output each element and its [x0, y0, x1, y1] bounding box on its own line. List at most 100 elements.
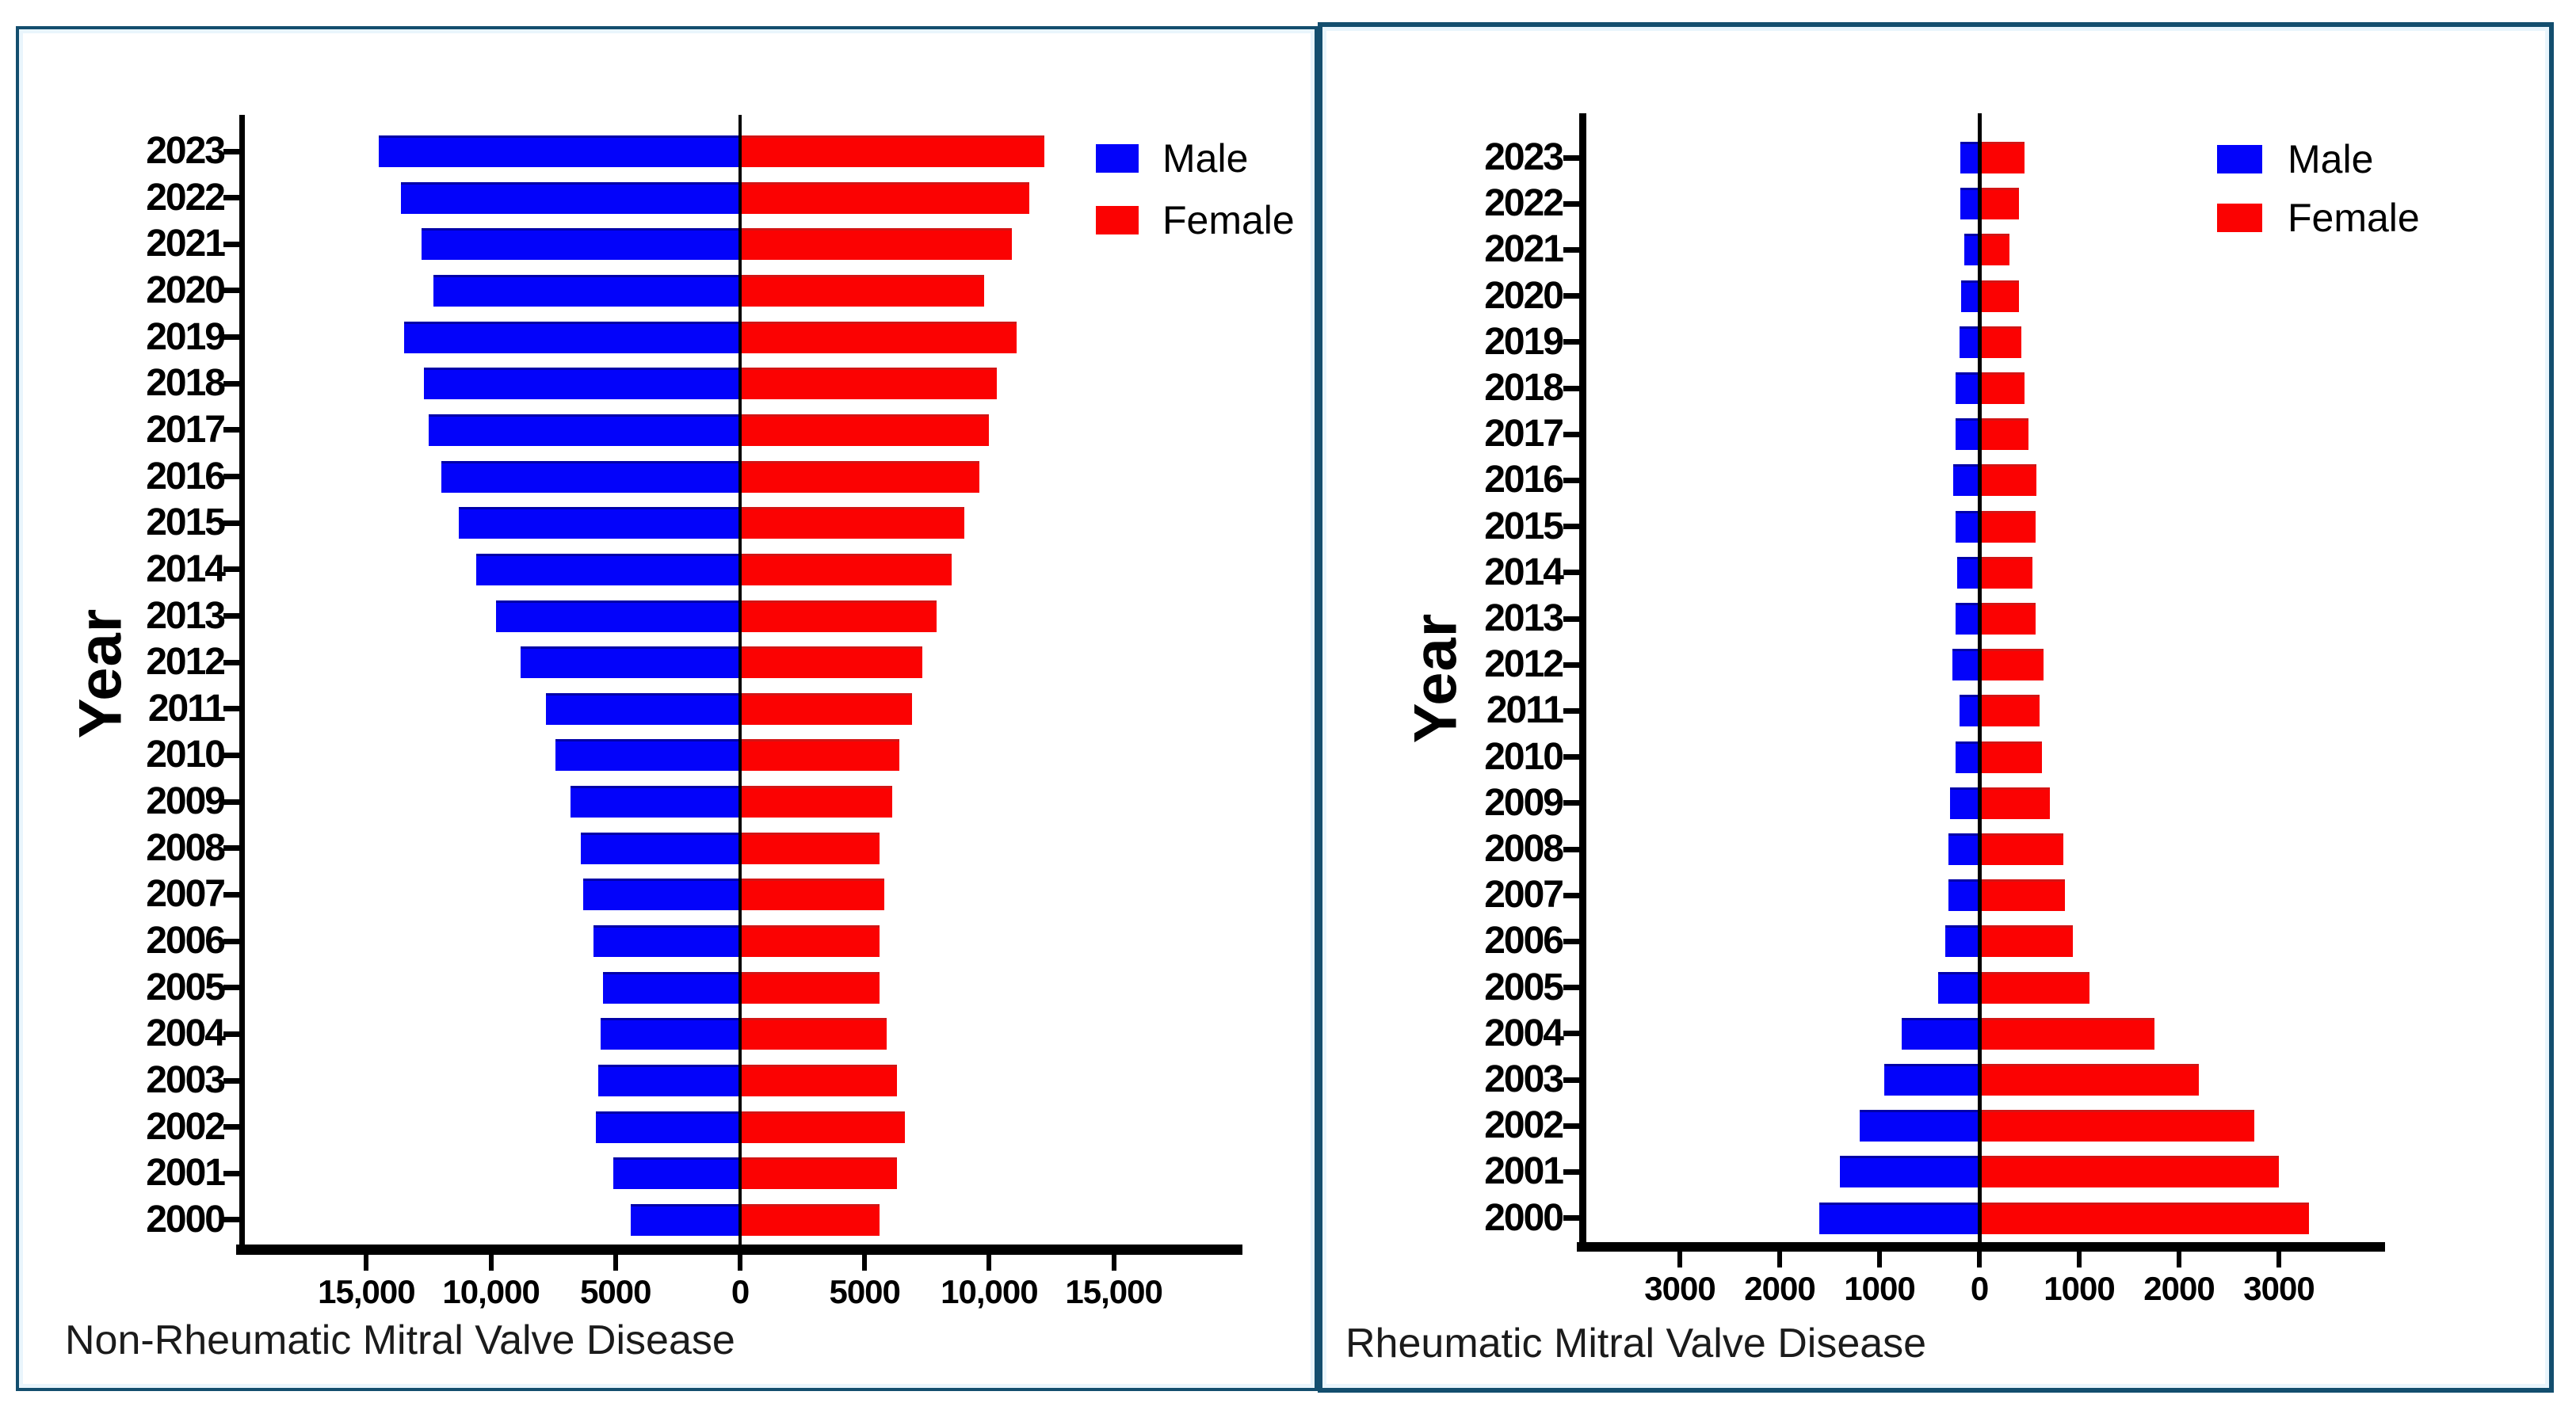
bar-female-2011 — [1979, 695, 2040, 727]
year-tick-mark — [1563, 385, 1579, 391]
bar-male-2015 — [1956, 510, 1979, 543]
bar-female-2002 — [1979, 1110, 2254, 1142]
bar-male-2006 — [1945, 925, 1979, 958]
year-tick-label: 2018 — [146, 362, 226, 405]
year-tick-label: 2021 — [146, 223, 226, 265]
x-tick-label: 3000 — [1644, 1270, 1715, 1307]
year-tick-mark — [223, 195, 239, 201]
year-tick-mark — [1563, 246, 1579, 253]
bar-male-2006 — [593, 925, 740, 958]
x-tick-mark — [862, 1255, 868, 1271]
year-tick-label: 2023 — [1484, 136, 1564, 178]
year-tick-label: 2013 — [146, 594, 226, 637]
x-tick-mark — [2077, 1252, 2082, 1267]
year-tick-label: 2016 — [146, 455, 226, 497]
year-tick-label: 2015 — [1484, 505, 1564, 547]
year-tick-label: 2003 — [146, 1059, 226, 1101]
bar-male-2010 — [555, 739, 740, 772]
year-tick-mark — [1563, 293, 1579, 299]
year-tick-mark — [223, 613, 239, 619]
x-tick-mark — [488, 1255, 494, 1271]
x-tick-mark — [1111, 1255, 1116, 1271]
bar-male-2014 — [1957, 556, 1979, 589]
x-tick-label: 5000 — [580, 1273, 651, 1310]
bar-male-2005 — [1938, 971, 1979, 1004]
year-tick-label: 2006 — [1484, 920, 1564, 962]
bar-female-2005 — [740, 971, 880, 1004]
year-tick-label: 2012 — [1484, 643, 1564, 686]
year-tick-mark — [1563, 1031, 1579, 1037]
bar-female-2017 — [740, 414, 989, 446]
bar-male-2008 — [581, 832, 740, 864]
year-tick-mark — [1563, 477, 1579, 483]
year-tick-mark — [1563, 154, 1579, 161]
bar-male-2020 — [433, 274, 740, 307]
year-tick-mark — [1563, 570, 1579, 576]
bar-female-2023 — [740, 135, 1044, 167]
year-tick-label: 2009 — [1484, 781, 1564, 824]
year-tick-label: 2008 — [146, 826, 226, 869]
bar-male-2012 — [1952, 649, 1979, 681]
year-tick-label: 2022 — [146, 176, 226, 219]
bar-male-2008 — [1948, 833, 1979, 865]
right-chart-title: Rheumatic Mitral Valve Disease — [1345, 1321, 1927, 1367]
bar-female-2016 — [1979, 464, 2036, 497]
bar-male-2007 — [583, 879, 740, 911]
x-tick-label: 15,000 — [1065, 1273, 1162, 1310]
left-y-axis-title: Year — [67, 608, 135, 739]
bar-female-2006 — [1979, 925, 2073, 958]
bar-male-2022 — [401, 181, 740, 214]
female-legend-label: Female — [1162, 198, 1295, 242]
bar-female-2017 — [1979, 418, 2028, 451]
year-tick-label: 2010 — [1484, 735, 1564, 778]
year-tick-mark — [223, 241, 239, 247]
bar-female-2000 — [740, 1203, 880, 1236]
year-tick-label: 2003 — [1484, 1058, 1564, 1100]
bar-male-2011 — [1960, 695, 1979, 727]
male-legend-swatch — [2217, 145, 2262, 173]
bar-female-2014 — [1979, 556, 2032, 589]
bar-male-2023 — [379, 135, 740, 167]
bar-male-2004 — [601, 1018, 740, 1050]
year-tick-label: 2017 — [1484, 413, 1564, 456]
bar-male-2019 — [1960, 326, 1979, 358]
bar-male-2018 — [424, 368, 740, 400]
year-tick-label: 2016 — [1484, 459, 1564, 501]
bar-female-2007 — [740, 879, 884, 911]
year-tick-mark — [1563, 200, 1579, 207]
bar-male-2014 — [476, 553, 740, 585]
female-legend-swatch — [2217, 204, 2262, 232]
year-tick-label: 2020 — [1484, 274, 1564, 317]
year-tick-mark — [1563, 431, 1579, 437]
year-tick-label: 2005 — [1484, 966, 1564, 1008]
bar-female-2019 — [1979, 326, 2021, 358]
bar-female-2022 — [1979, 188, 2019, 220]
bar-female-2009 — [740, 786, 892, 818]
bar-male-2002 — [1860, 1110, 1979, 1142]
year-tick-mark — [223, 1217, 239, 1223]
bar-male-2012 — [521, 646, 740, 679]
year-tick-label: 2002 — [1484, 1104, 1564, 1147]
year-tick-label: 2019 — [146, 315, 226, 358]
bar-male-2019 — [404, 321, 740, 353]
x-tick-mark — [1877, 1252, 1882, 1267]
x-tick-label: 3000 — [2243, 1270, 2315, 1307]
bar-female-2010 — [740, 739, 899, 772]
year-tick-mark — [1563, 1215, 1579, 1222]
year-tick-mark — [1563, 1077, 1579, 1083]
y-axis-line — [1578, 113, 1586, 1252]
year-tick-label: 2019 — [1484, 320, 1564, 363]
bar-male-2003 — [1884, 1064, 1979, 1096]
bar-female-2007 — [1979, 879, 2065, 912]
year-tick-label: 2001 — [146, 1152, 226, 1195]
x-tick-mark — [987, 1255, 992, 1271]
left-chart-title: Non-Rheumatic Mitral Valve Disease — [65, 1317, 735, 1363]
year-tick-label: 2017 — [146, 408, 226, 451]
year-tick-mark — [223, 148, 239, 154]
bar-female-2009 — [1979, 787, 2050, 819]
bar-female-2008 — [740, 832, 880, 864]
year-tick-label: 2011 — [1486, 689, 1564, 732]
x-tick-label: 1000 — [2044, 1270, 2115, 1307]
bar-male-2001 — [1840, 1156, 1979, 1188]
year-tick-label: 2009 — [146, 780, 226, 823]
